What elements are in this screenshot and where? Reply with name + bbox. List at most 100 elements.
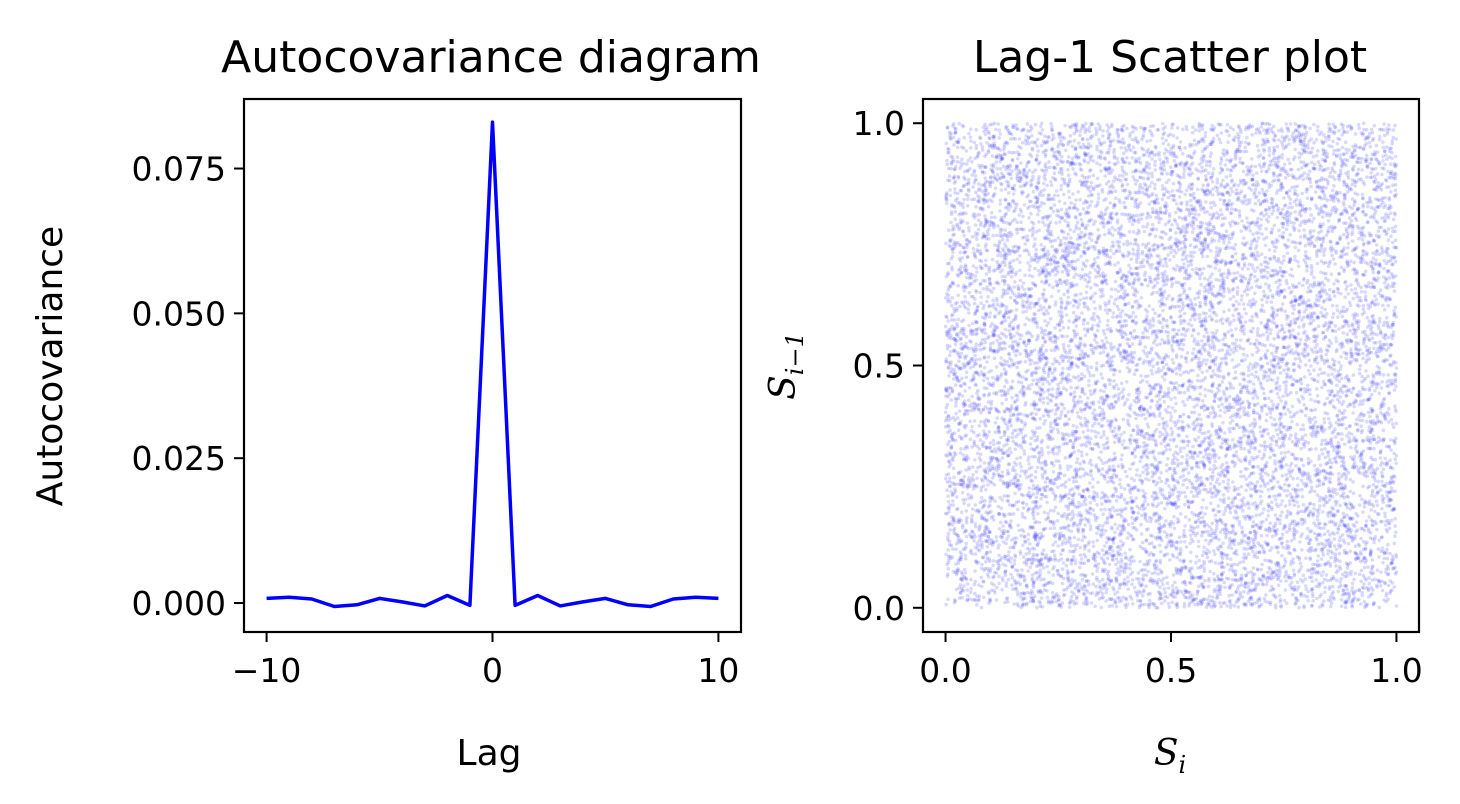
scatter-point	[1246, 591, 1250, 595]
scatter-point	[1327, 537, 1331, 542]
scatter-point	[1263, 447, 1267, 452]
scatter-point	[1090, 572, 1095, 576]
scatter-point	[1304, 250, 1308, 254]
scatter-point	[1230, 178, 1235, 182]
scatter-point	[1247, 515, 1252, 519]
scatter-point	[1329, 555, 1333, 560]
scatter-point	[1335, 509, 1340, 514]
scatter-point	[1194, 244, 1199, 249]
scatter-point	[950, 265, 954, 270]
scatter-point	[1074, 472, 1079, 477]
scatter-point	[1270, 305, 1274, 310]
scatter-point	[1204, 163, 1209, 168]
scatter-point	[1390, 226, 1395, 230]
scatter-point	[1199, 224, 1204, 229]
scatter-point	[997, 558, 1001, 563]
scatter-point	[948, 528, 952, 532]
scatter-point	[1290, 205, 1294, 210]
scatter-point	[1052, 526, 1057, 530]
scatter-point	[1282, 488, 1287, 493]
scatter-point	[984, 258, 988, 263]
scatter-point	[1307, 502, 1312, 506]
scatter-point	[1130, 498, 1135, 503]
scatter-point	[1116, 128, 1120, 132]
scatter-point	[1004, 520, 1009, 525]
scatter-point	[1167, 605, 1172, 609]
scatter-point	[1091, 582, 1095, 586]
scatter-point	[999, 356, 1003, 360]
scatter-point	[1341, 305, 1346, 310]
scatter-point	[1102, 389, 1106, 394]
scatter-point	[1332, 162, 1337, 167]
scatter-point	[1312, 489, 1317, 494]
scatter-point	[957, 517, 962, 521]
scatter-point	[1121, 159, 1125, 164]
scatter-point	[948, 284, 953, 289]
scatter-point	[1323, 401, 1328, 406]
scatter-point	[952, 475, 956, 480]
scatter-point	[1122, 242, 1126, 246]
scatter-point	[1083, 516, 1088, 521]
scatter-point	[1188, 541, 1192, 545]
scatter-point	[1138, 339, 1142, 343]
scatter-point	[1088, 527, 1093, 532]
scatter-point	[1092, 389, 1097, 393]
scatter-point	[1014, 308, 1019, 312]
scatter-point	[1053, 273, 1058, 277]
scatter-point	[1285, 428, 1289, 432]
scatter-point	[1148, 591, 1152, 596]
scatter-point	[1250, 372, 1254, 377]
scatter-point	[952, 232, 956, 237]
scatter-point	[1256, 541, 1260, 545]
scatter-point	[1370, 467, 1375, 471]
scatter-point	[1147, 383, 1151, 387]
scatter-point	[1125, 156, 1129, 160]
scatter-point	[1278, 536, 1282, 541]
scatter-point	[1389, 271, 1394, 276]
scatter-point	[1282, 196, 1286, 200]
scatter-point	[1246, 552, 1251, 556]
scatter-point	[965, 221, 970, 225]
scatter-point	[1357, 597, 1361, 602]
scatter-point	[1024, 142, 1028, 146]
scatter-point	[1089, 122, 1094, 126]
scatter-point	[1130, 354, 1134, 359]
scatter-point	[1173, 164, 1178, 168]
scatter-point	[1308, 231, 1312, 235]
scatter-point	[1385, 250, 1389, 255]
scatter-point	[1219, 550, 1224, 555]
scatter-point	[1339, 355, 1343, 359]
scatter-point	[1134, 314, 1138, 319]
scatter-point	[1089, 473, 1093, 478]
scatter-point	[1203, 387, 1207, 392]
scatter-point	[1373, 209, 1378, 213]
scatter-point	[1056, 270, 1060, 275]
scatter-point	[1106, 318, 1110, 323]
scatter-point	[1114, 577, 1119, 581]
scatter-point	[956, 283, 960, 288]
scatter-point	[1273, 423, 1277, 428]
scatter-point	[1344, 319, 1349, 323]
scatter-point	[968, 156, 973, 160]
scatter-point	[1345, 211, 1350, 215]
scatter-point	[973, 569, 977, 573]
scatter-point	[964, 541, 968, 546]
scatter-point	[1277, 270, 1281, 274]
scatter-point	[1301, 573, 1306, 578]
scatter-point	[1328, 287, 1332, 292]
scatter-point	[1130, 304, 1135, 309]
scatter-point	[1127, 219, 1132, 224]
scatter-point	[959, 577, 964, 582]
scatter-point	[1215, 596, 1219, 600]
scatter-point	[1072, 131, 1076, 136]
scatter-point	[1184, 218, 1188, 222]
scatter-point	[1221, 493, 1226, 497]
scatter-point	[1369, 264, 1373, 268]
scatter-point	[944, 141, 949, 146]
scatter-point	[1385, 145, 1389, 149]
scatter-point	[1253, 291, 1257, 296]
scatter-point	[1054, 395, 1059, 400]
scatter-point	[1081, 430, 1086, 434]
scatter-point	[1371, 381, 1376, 386]
